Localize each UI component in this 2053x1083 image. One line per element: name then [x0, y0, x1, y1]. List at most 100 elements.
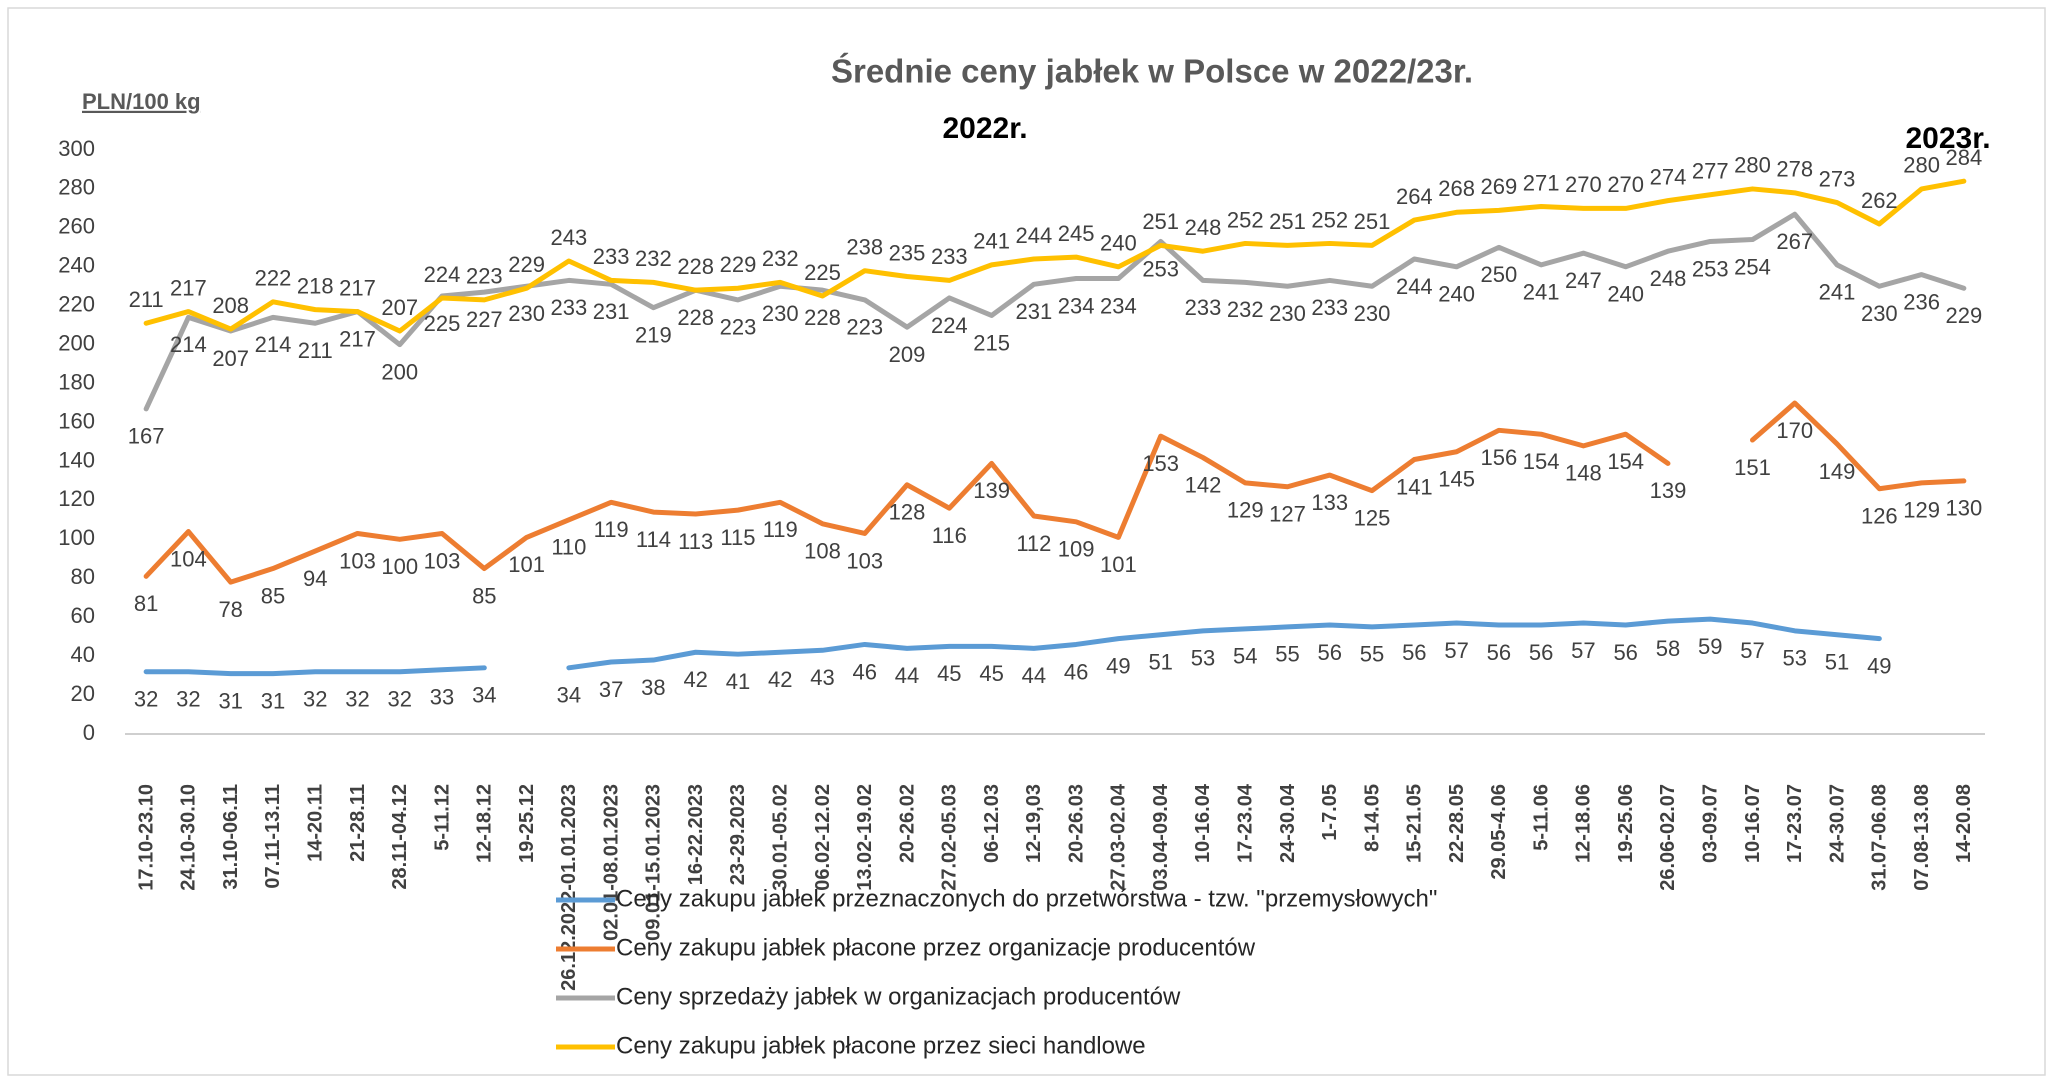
value-label: 224 [931, 313, 968, 338]
value-label: 244 [1396, 274, 1433, 299]
value-label: 228 [677, 305, 714, 330]
value-label: 113 [678, 529, 713, 554]
value-label: 271 [1523, 170, 1560, 195]
value-label: 227 [466, 307, 503, 332]
y-tick-label: 40 [71, 642, 95, 667]
value-label: 51 [1148, 650, 1172, 675]
x-tick-label: 19-25.12 [516, 784, 538, 863]
value-label: 251 [1354, 209, 1391, 234]
x-tick-label: 8-14.05 [1361, 784, 1383, 852]
value-label: 108 [804, 539, 841, 564]
value-label: 240 [1438, 282, 1475, 307]
value-label: 254 [1734, 254, 1771, 279]
value-label: 31 [261, 688, 285, 713]
value-label: 81 [134, 591, 158, 616]
value-label: 270 [1607, 172, 1644, 197]
value-label: 45 [979, 661, 1003, 686]
value-label: 55 [1360, 642, 1384, 667]
value-label: 229 [1946, 303, 1983, 328]
value-label: 278 [1776, 157, 1813, 182]
value-label: 153 [1142, 451, 1179, 476]
value-label: 145 [1438, 467, 1475, 492]
value-label: 148 [1565, 461, 1602, 486]
value-label: 233 [1185, 295, 1222, 320]
value-label: 133 [1311, 490, 1348, 515]
value-label: 241 [1819, 280, 1856, 305]
annotation: 2022r. [942, 112, 1027, 145]
value-label: 142 [1185, 472, 1222, 497]
value-label: 156 [1481, 445, 1518, 470]
x-tick-label: 06-12.03 [981, 784, 1003, 863]
y-tick-label: 140 [58, 447, 95, 472]
value-label: 103 [424, 548, 461, 573]
value-label: 101 [508, 552, 545, 577]
value-label: 233 [593, 244, 630, 269]
value-label: 129 [1903, 498, 1940, 523]
value-label: 128 [889, 500, 926, 525]
x-tick-label: 1-7.05 [1319, 784, 1341, 841]
value-label: 101 [1100, 552, 1137, 577]
chart-frame [7, 7, 2046, 1076]
value-label: 225 [424, 311, 461, 336]
value-label: 208 [212, 293, 249, 318]
value-label: 241 [1523, 280, 1560, 305]
value-label: 244 [1016, 223, 1053, 248]
value-label: 223 [466, 264, 503, 289]
series-line [143, 211, 1967, 412]
value-label: 211 [298, 338, 333, 363]
value-label: 211 [129, 287, 164, 312]
value-label: 109 [1058, 537, 1095, 562]
value-label: 126 [1861, 504, 1898, 529]
x-tick-label: 31.10-06.11 [220, 784, 242, 890]
value-label: 151 [1734, 455, 1771, 480]
value-label: 53 [1783, 646, 1807, 671]
x-tick-label: 27.02-05.03 [939, 784, 961, 891]
value-label: 269 [1481, 174, 1518, 199]
value-label: 228 [804, 305, 841, 330]
x-tick-label: 03.04-09.04 [1150, 783, 1172, 891]
value-label: 248 [1185, 215, 1222, 240]
value-label: 209 [889, 342, 926, 367]
x-tick-label: 21-28.11 [347, 784, 369, 862]
value-label: 56 [1487, 640, 1511, 665]
x-tick-label: 17-23.07 [1784, 784, 1806, 863]
x-tick-label: 30.01-05.02 [770, 784, 792, 891]
value-label: 42 [768, 667, 792, 692]
annotation: 2023r. [1905, 122, 1990, 155]
y-tick-label: 220 [58, 292, 95, 317]
value-label: 32 [176, 687, 200, 712]
value-label: 119 [594, 517, 629, 542]
value-label: 154 [1523, 449, 1560, 474]
value-label: 228 [677, 254, 714, 279]
value-label: 229 [720, 252, 757, 277]
value-label: 280 [1734, 153, 1771, 178]
value-label: 218 [297, 273, 334, 298]
value-label: 57 [1740, 638, 1764, 663]
value-label: 222 [255, 266, 292, 291]
value-label: 44 [1022, 663, 1046, 688]
value-label: 127 [1269, 502, 1306, 527]
value-label: 32 [303, 687, 327, 712]
value-label: 56 [1529, 640, 1553, 665]
value-label: 274 [1650, 164, 1687, 189]
value-label: 116 [932, 523, 967, 548]
value-label: 251 [1142, 209, 1179, 234]
value-label: 241 [973, 229, 1010, 254]
value-label: 250 [1481, 262, 1518, 287]
value-label: 233 [931, 244, 968, 269]
x-tick-label: 12-18.06 [1573, 784, 1595, 863]
value-label: 125 [1354, 505, 1391, 530]
value-label: 56 [1613, 640, 1637, 665]
value-label: 114 [636, 527, 671, 552]
y-tick-label: 280 [58, 175, 95, 200]
legend-label: Ceny zakupu jabłek płacone przez sieci h… [616, 1032, 1146, 1059]
value-label: 44 [895, 663, 919, 688]
x-tick-label: 29.05-4.06 [1488, 784, 1510, 880]
legend-label: Ceny zakupu jabłek płacone przez organiz… [616, 934, 1256, 961]
value-label: 245 [1058, 221, 1095, 246]
value-label: 54 [1233, 644, 1257, 669]
value-label: 78 [218, 597, 242, 622]
value-label: 200 [381, 359, 418, 384]
value-label: 284 [1946, 145, 1983, 170]
